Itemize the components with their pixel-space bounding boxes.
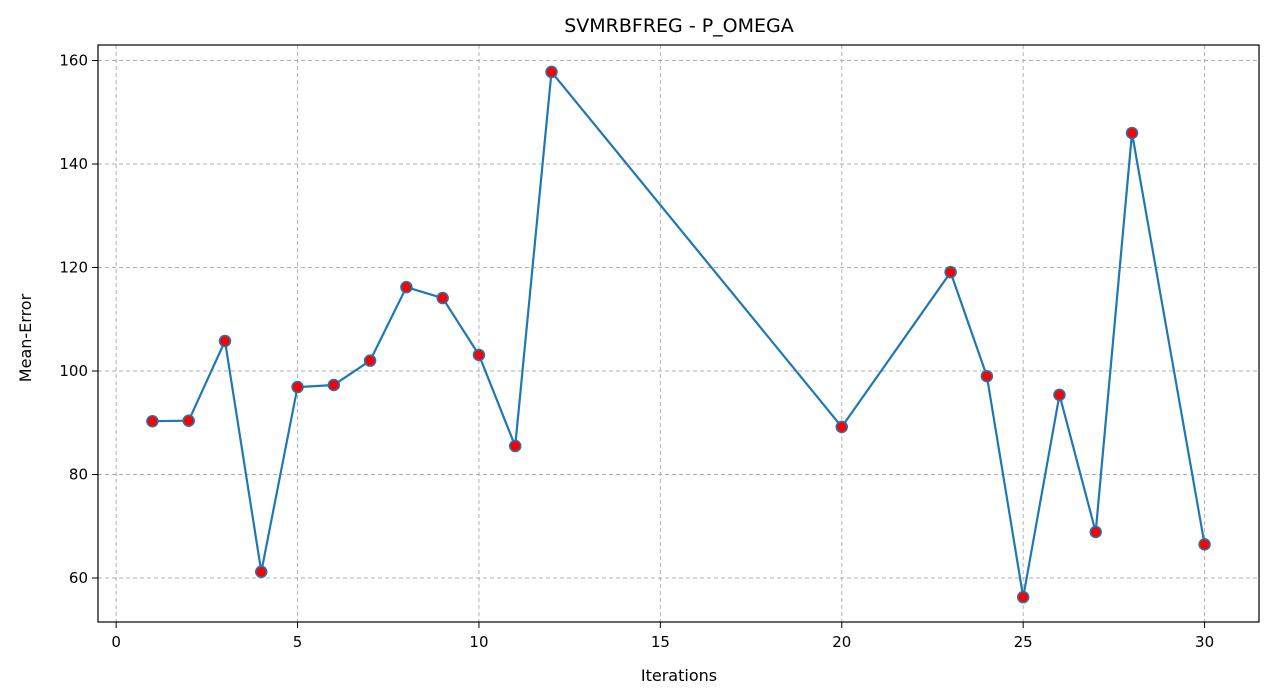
x-axis-label: Iterations — [641, 666, 717, 685]
chart-title: SVMRBFREG - P_OMEGA — [564, 15, 794, 37]
data-point — [1089, 525, 1102, 539]
y-tick-label: 120 — [59, 259, 88, 277]
y-tick-label: 100 — [59, 362, 88, 380]
x-tick-label: 5 — [293, 633, 303, 651]
plot-frame — [97, 44, 1260, 623]
data-point — [182, 414, 195, 427]
y-tick-label: 160 — [59, 52, 88, 70]
data-point — [1016, 590, 1030, 604]
data-point — [508, 439, 522, 453]
data-point — [472, 348, 486, 362]
x-tick-label: 15 — [651, 633, 670, 651]
x-tick-label: 10 — [469, 633, 488, 651]
y-tick-label: 80 — [69, 466, 88, 484]
x-tick-label: 20 — [832, 633, 851, 651]
data-point — [291, 380, 304, 394]
series-line — [152, 70, 1206, 599]
data-point — [436, 291, 449, 305]
y-tick-label: 140 — [59, 155, 88, 173]
data-point — [944, 265, 957, 279]
x-tick-label: 25 — [1014, 633, 1033, 651]
series-layer — [146, 65, 1211, 604]
data-point — [1053, 388, 1066, 402]
data-point — [835, 420, 849, 434]
grid — [98, 45, 1259, 622]
data-point — [146, 414, 159, 428]
data-point — [980, 369, 994, 383]
data-point — [400, 280, 413, 294]
data-point — [255, 565, 268, 579]
x-tick-label: 30 — [1195, 633, 1214, 651]
data-point — [327, 378, 341, 392]
data-point — [218, 334, 232, 348]
data-point — [1125, 126, 1139, 140]
y-tick-label: 60 — [69, 569, 88, 587]
x-axis: 0 5 10 15 20 25 30 — [111, 622, 1214, 651]
y-axis-label: Mean-Error — [16, 293, 35, 382]
data-point — [545, 65, 558, 79]
data-point — [363, 354, 377, 367]
x-tick-label: 0 — [111, 633, 121, 651]
y-axis: 60 80 100 120 140 160 — [59, 52, 98, 587]
data-point — [1198, 538, 1211, 551]
